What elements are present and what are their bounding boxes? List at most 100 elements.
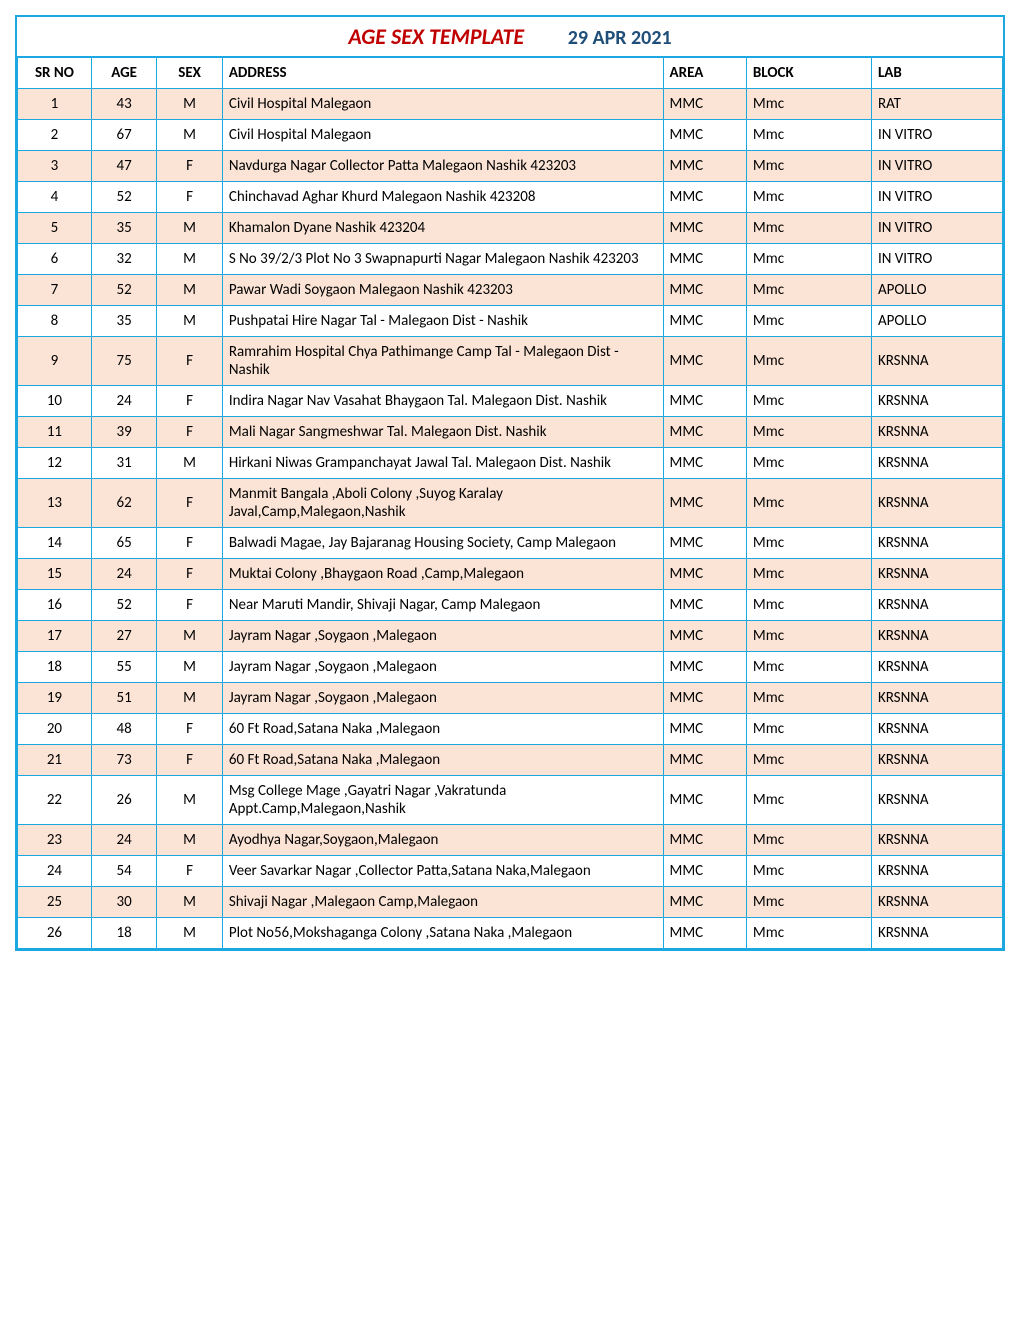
cell-age: 30 xyxy=(91,887,157,918)
cell-area: MMC xyxy=(663,590,746,621)
cell-srno: 22 xyxy=(18,776,92,825)
cell-address: Civil Hospital Malegaon xyxy=(222,89,663,120)
page-title: AGE SEX TEMPLATE xyxy=(348,23,524,50)
table-row: 1024FIndira Nagar Nav Vasahat Bhaygaon T… xyxy=(18,386,1003,417)
cell-lab: KRSNNA xyxy=(871,590,1002,621)
cell-address: Plot No56,Mokshaganga Colony ,Satana Nak… xyxy=(222,918,663,949)
cell-lab: KRSNNA xyxy=(871,621,1002,652)
cell-address: Muktai Colony ,Bhaygaon Road ,Camp,Maleg… xyxy=(222,559,663,590)
cell-area: MMC xyxy=(663,776,746,825)
cell-age: 51 xyxy=(91,683,157,714)
cell-address: Pushpatai Hire Nagar Tal - Malegaon Dist… xyxy=(222,306,663,337)
cell-srno: 6 xyxy=(18,244,92,275)
cell-address: Hirkani Niwas Grampanchayat Jawal Tal. M… xyxy=(222,448,663,479)
cell-srno: 21 xyxy=(18,745,92,776)
cell-srno: 26 xyxy=(18,918,92,949)
table-row: 632MS No 39/2/3 Plot No 3 Swapnapurti Na… xyxy=(18,244,1003,275)
cell-srno: 16 xyxy=(18,590,92,621)
table-row: 975F Ramrahim Hospital Chya Pathimange C… xyxy=(18,337,1003,386)
cell-sex: M xyxy=(157,213,223,244)
cell-age: 52 xyxy=(91,275,157,306)
cell-srno: 3 xyxy=(18,151,92,182)
cell-sex: M xyxy=(157,683,223,714)
cell-block: Mmc xyxy=(746,776,871,825)
cell-area: MMC xyxy=(663,120,746,151)
cell-area: MMC xyxy=(663,151,746,182)
cell-srno: 18 xyxy=(18,652,92,683)
cell-age: 55 xyxy=(91,652,157,683)
col-header-sex: SEX xyxy=(157,58,223,89)
table-row: 1524FMuktai Colony ,Bhaygaon Road ,Camp,… xyxy=(18,559,1003,590)
cell-address: Manmit Bangala ,Aboli Colony ,Suyog Kara… xyxy=(222,479,663,528)
cell-lab: APOLLO xyxy=(871,275,1002,306)
cell-block: Mmc xyxy=(746,652,871,683)
cell-sex: F xyxy=(157,559,223,590)
cell-lab: RAT xyxy=(871,89,1002,120)
cell-area: MMC xyxy=(663,856,746,887)
cell-lab: KRSNNA xyxy=(871,745,1002,776)
cell-srno: 5 xyxy=(18,213,92,244)
cell-srno: 7 xyxy=(18,275,92,306)
cell-address: Mali Nagar Sangmeshwar Tal. Malegaon Dis… xyxy=(222,417,663,448)
cell-srno: 9 xyxy=(18,337,92,386)
cell-block: Mmc xyxy=(746,151,871,182)
table-row: 2226MMsg College Mage ,Gayatri Nagar ,Va… xyxy=(18,776,1003,825)
cell-block: Mmc xyxy=(746,745,871,776)
cell-age: 54 xyxy=(91,856,157,887)
cell-address: Jayram Nagar ,Soygaon ,Malegaon xyxy=(222,683,663,714)
cell-srno: 2 xyxy=(18,120,92,151)
table-row: 1727MJayram Nagar ,Soygaon ,MalegaonMMCM… xyxy=(18,621,1003,652)
cell-address: Veer Savarkar Nagar ,Collector Patta,Sat… xyxy=(222,856,663,887)
cell-address: Near Maruti Mandir, Shivaji Nagar, Camp … xyxy=(222,590,663,621)
cell-block: Mmc xyxy=(746,590,871,621)
cell-age: 27 xyxy=(91,621,157,652)
cell-block: Mmc xyxy=(746,244,871,275)
cell-lab: KRSNNA xyxy=(871,448,1002,479)
cell-srno: 15 xyxy=(18,559,92,590)
cell-sex: F xyxy=(157,856,223,887)
cell-sex: M xyxy=(157,448,223,479)
col-header-srno: SR NO xyxy=(18,58,92,89)
cell-age: 43 xyxy=(91,89,157,120)
table-row: 452FChinchavad Aghar Khurd Malegaon Nash… xyxy=(18,182,1003,213)
cell-age: 65 xyxy=(91,528,157,559)
cell-area: MMC xyxy=(663,652,746,683)
cell-sex: F xyxy=(157,590,223,621)
cell-block: Mmc xyxy=(746,479,871,528)
cell-area: MMC xyxy=(663,448,746,479)
cell-area: MMC xyxy=(663,213,746,244)
cell-lab: KRSNNA xyxy=(871,528,1002,559)
cell-block: Mmc xyxy=(746,559,871,590)
cell-block: Mmc xyxy=(746,683,871,714)
col-header-area: AREA xyxy=(663,58,746,89)
cell-srno: 25 xyxy=(18,887,92,918)
cell-lab: IN VITRO xyxy=(871,182,1002,213)
cell-address: S No 39/2/3 Plot No 3 Swapnapurti Nagar … xyxy=(222,244,663,275)
cell-lab: KRSNNA xyxy=(871,918,1002,949)
cell-age: 73 xyxy=(91,745,157,776)
cell-age: 24 xyxy=(91,825,157,856)
table-row: 1652FNear Maruti Mandir, Shivaji Nagar, … xyxy=(18,590,1003,621)
cell-block: Mmc xyxy=(746,213,871,244)
cell-sex: M xyxy=(157,887,223,918)
cell-lab: KRSNNA xyxy=(871,887,1002,918)
cell-block: Mmc xyxy=(746,182,871,213)
cell-age: 52 xyxy=(91,182,157,213)
table-row: 835MPushpatai Hire Nagar Tal - Malegaon … xyxy=(18,306,1003,337)
cell-lab: KRSNNA xyxy=(871,683,1002,714)
cell-age: 26 xyxy=(91,776,157,825)
page-date: 29 APR 2021 xyxy=(568,26,672,50)
cell-area: MMC xyxy=(663,887,746,918)
table-row: 2324MAyodhya Nagar,Soygaon,MalegaonMMCMm… xyxy=(18,825,1003,856)
table-row: 143MCivil Hospital MalegaonMMCMmcRAT xyxy=(18,89,1003,120)
cell-area: MMC xyxy=(663,386,746,417)
cell-area: MMC xyxy=(663,683,746,714)
cell-sex: F xyxy=(157,528,223,559)
table-row: 2048F60 Ft Road,Satana Naka ,MalegaonMMC… xyxy=(18,714,1003,745)
cell-age: 18 xyxy=(91,918,157,949)
cell-block: Mmc xyxy=(746,337,871,386)
table-row: 1231MHirkani Niwas Grampanchayat Jawal T… xyxy=(18,448,1003,479)
cell-age: 32 xyxy=(91,244,157,275)
cell-srno: 13 xyxy=(18,479,92,528)
cell-lab: KRSNNA xyxy=(871,386,1002,417)
